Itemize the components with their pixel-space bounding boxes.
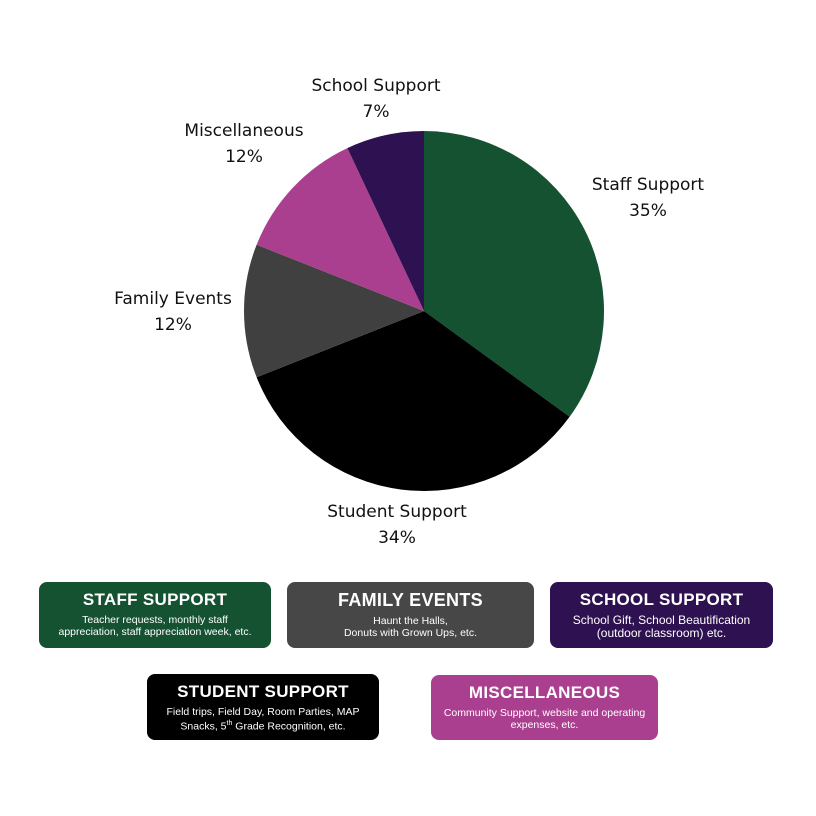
label-student-support: Student Support 34%	[307, 499, 487, 551]
card-description: Community Support, website and operating…	[443, 707, 646, 731]
slice-name: School Support	[311, 76, 441, 96]
slice-name: Student Support	[327, 502, 467, 522]
card-school-support: SCHOOL SUPPORT School Gift, School Beaut…	[550, 582, 773, 648]
pie-slice-miscellaneous	[256, 148, 424, 311]
slice-percent: 12%	[225, 147, 263, 167]
label-miscellaneous: Miscellaneous 12%	[164, 118, 324, 170]
label-staff-support: Staff Support 35%	[568, 172, 728, 224]
card-staff-support: STAFF SUPPORT Teacher requests, monthly …	[39, 582, 271, 648]
slice-percent: 35%	[629, 201, 667, 221]
pie-slice-family-events	[243, 244, 424, 378]
card-family-events: FAMILY EVENTS Haunt the Halls, Donuts wi…	[287, 582, 534, 648]
card-title: SCHOOL SUPPORT	[579, 590, 744, 609]
pie-slice-student-support	[256, 311, 570, 492]
pie-slice-school-support	[347, 131, 424, 311]
label-school-support: School Support 7%	[296, 73, 456, 125]
card-description: Teacher requests, monthly staff apprecia…	[58, 614, 252, 638]
card-student-support: STUDENT SUPPORT Field trips, Field Day, …	[147, 674, 379, 740]
card-title: FAMILY EVENTS	[338, 590, 483, 610]
label-family-events: Family Events 12%	[93, 286, 253, 338]
slice-name: Family Events	[114, 289, 232, 309]
slice-name: Staff Support	[591, 175, 705, 195]
card-description: Field trips, Field Day, Room Parties, MA…	[166, 706, 360, 733]
card-miscellaneous: MISCELLANEOUS Community Support, website…	[431, 675, 658, 740]
card-title: STUDENT SUPPORT	[177, 682, 349, 701]
card-title: MISCELLANEOUS	[468, 683, 621, 702]
slice-percent: 12%	[154, 315, 192, 335]
card-description: Haunt the Halls, Donuts with Grown Ups, …	[343, 615, 478, 639]
slice-percent: 34%	[378, 528, 416, 548]
pie-slice-staff-support	[424, 131, 604, 417]
slice-percent: 7%	[362, 102, 390, 122]
slice-name: Miscellaneous	[184, 121, 304, 141]
card-description: School Gift, School Beautification (outd…	[572, 613, 751, 640]
card-title: STAFF SUPPORT	[82, 590, 228, 609]
